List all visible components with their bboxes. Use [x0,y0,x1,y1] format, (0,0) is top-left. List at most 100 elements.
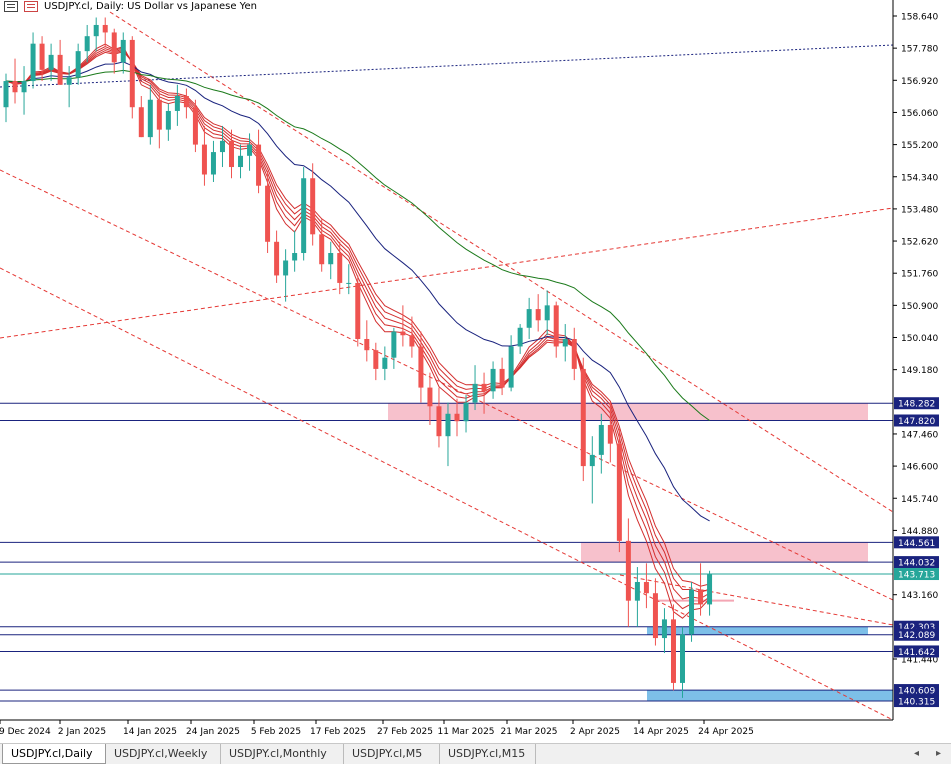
candle [409,316,415,358]
candle-body [283,260,289,276]
candle [265,170,271,254]
candle-body [48,54,54,70]
price-label-text: 148.282 [898,400,935,410]
price-label: 140.609 [894,684,939,697]
price-label-text: 141.642 [898,648,935,658]
candle [553,301,559,358]
candle [274,230,280,283]
candle [526,297,532,339]
candle-body [120,39,126,63]
price-label-text: 140.315 [898,698,935,708]
candle-body [210,152,216,175]
channel-line [0,267,894,721]
candle [210,140,216,182]
tab-daily[interactable]: USDJPY.cl,Daily [2,744,106,764]
candle-body [400,331,406,336]
candle-body [661,619,667,639]
tab-label: USDJPY.cl,M15 [448,747,526,760]
time-tick-label: 27 Feb 2025 [377,727,433,737]
candle [84,24,90,63]
tab-m5[interactable]: USDJPY.cl,M5 [344,744,440,764]
price-label: 140.315 [894,695,939,708]
candle [571,327,577,381]
time-tick-label: 21 Mar 2025 [500,727,557,737]
candle [689,581,695,642]
candle-body [680,634,685,683]
tab-weekly[interactable]: USDJPY.cl,Weekly [106,744,221,764]
candle [183,88,189,119]
price-label-box [894,684,939,697]
price-label-text: 144.032 [898,559,935,569]
price-label-box [894,397,939,410]
candle-body [463,402,469,422]
candle [57,39,63,85]
candle [165,103,171,141]
price-tick-label: 144.880 [901,527,938,537]
candle-body [634,581,640,601]
price-label-text: 142.303 [898,623,935,633]
time-tick-label: 2 Apr 2025 [570,727,620,737]
candle [292,230,298,272]
price-label-box [894,414,939,427]
candle-body [589,454,595,467]
candle-body [346,282,352,284]
scroll-right-icon[interactable]: ▸ [936,748,942,759]
candle [580,357,586,482]
price-tick-label: 149.180 [901,366,938,376]
price-label-text: 143.713 [898,571,935,581]
chart-tab-bar: USDJPY.cl,Daily USDJPY.cl,Weekly USDJPY.… [0,743,951,764]
demand-zone-upper [647,626,868,635]
candle-body [39,43,45,70]
candle [481,372,487,414]
price-tick-label: 150.040 [901,334,938,344]
candle-body [201,144,207,175]
menu-icon[interactable] [4,1,18,12]
price-tick-label: 156.060 [901,109,938,119]
indicator-menu-icon[interactable] [24,1,38,12]
tab-monthly[interactable]: USDJPY.cl,Monthly [221,744,344,764]
candle [427,372,433,425]
candle-body [138,107,144,138]
scroll-left-icon[interactable]: ◂ [914,748,920,759]
candle [517,324,523,354]
price-label-text: 147.820 [898,417,935,427]
candle [30,32,36,89]
candle-body [12,81,18,93]
candle [219,125,225,168]
candle-body [490,368,496,392]
candle-body [111,32,117,63]
candle-body [391,331,397,358]
candle-body [373,350,379,369]
candle [319,219,325,272]
channel-line [619,574,894,626]
price-chart[interactable]: 158.640 157.780 156.920 156.060 155.200 154.3… [0,0,951,743]
price-label-box [894,536,939,549]
candle-body [436,406,442,437]
candle-body [192,107,198,145]
candle [463,395,469,433]
candle-body [454,413,460,422]
time-tick-label: 24 Apr 2025 [698,727,754,737]
price-label-text: 140.609 [898,687,935,697]
candle [3,73,9,123]
candle-body [183,96,189,108]
candle [111,28,117,74]
tab-label: USDJPY.cl,Daily [11,747,93,760]
candle-body [265,185,271,242]
supply-zone-lower [581,542,868,563]
channel-line [0,169,894,601]
price-label: 147.820 [894,414,939,427]
candle [535,294,541,332]
candle [454,398,460,437]
candle [328,241,334,280]
candle [256,129,262,194]
price-tick-label: 146.600 [901,463,938,473]
price-label-box [894,568,939,581]
candle [544,290,550,336]
chart-canvas[interactable]: 158.640 157.780 156.920 156.060 155.200 154.3… [0,0,951,743]
price-tick-label: 158.640 [901,13,938,23]
tab-m15[interactable]: USDJPY.cl,M15 [440,744,536,764]
time-tick-label: 14 Jan 2025 [123,727,177,737]
candle-body [689,589,695,635]
candle-body [580,368,586,467]
